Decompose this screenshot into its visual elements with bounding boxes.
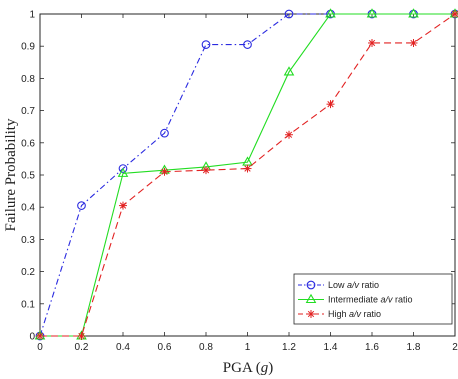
data-point [408, 8, 419, 18]
data-point [202, 166, 210, 175]
data-point [366, 8, 378, 18]
legend-label-suffix: ratio [361, 309, 381, 319]
asterisk-stroke [202, 167, 210, 174]
legend-label-prefix: Intermediate [328, 295, 381, 305]
asterisk-stroke [161, 168, 168, 175]
data-point [201, 40, 211, 49]
x-tick-label: 1.6 [365, 342, 379, 353]
data-point [118, 164, 128, 173]
legend-marker [307, 310, 315, 318]
series-layer [34, 8, 458, 341]
y-tick-label: 1 [29, 10, 35, 21]
y-tick-label: 0 [29, 332, 35, 343]
x-axis-title-variable: g [261, 360, 269, 376]
asterisk-stroke [451, 10, 458, 18]
y-tick-label: 0.1 [21, 299, 35, 310]
data-point [160, 167, 169, 176]
y-tick-label: 0.4 [21, 203, 35, 214]
y-tick-label: 0.8 [21, 74, 35, 85]
asterisk-stroke [36, 332, 44, 340]
legend-label: Low a/v ratio [328, 280, 379, 290]
legend-label-variable: a/v [349, 309, 362, 319]
data-point [368, 38, 376, 47]
asterisk-stroke [368, 39, 376, 47]
data-point [285, 130, 293, 139]
data-point [160, 128, 169, 138]
legend-label-prefix: High [328, 309, 349, 319]
legend-label-prefix: Low [328, 280, 347, 290]
x-tick-label: 0.6 [158, 342, 172, 353]
asterisk-stroke [285, 131, 293, 138]
data-point [409, 38, 418, 47]
x-tick-label: 0.8 [199, 342, 213, 353]
data-point [36, 332, 44, 340]
y-tick-label: 0.6 [21, 138, 35, 149]
y-tick-label: 0.5 [21, 171, 35, 182]
asterisk-stroke [78, 332, 85, 340]
data-point [325, 8, 336, 18]
legend-label: Intermediate a/v ratio [328, 295, 413, 305]
x-tick-label: 0 [37, 342, 43, 353]
legend-label-suffix: ratio [359, 280, 379, 290]
x-axis-title: PGA (g) [223, 360, 273, 376]
legend-label-variable: a/v [347, 280, 360, 290]
data-point [326, 100, 335, 109]
series-asterisk [36, 10, 458, 340]
asterisk-stroke [327, 101, 334, 108]
data-point [243, 40, 252, 49]
x-axis-title-prefix: PGA ( [223, 360, 261, 376]
data-point [283, 66, 295, 76]
data-point [77, 332, 86, 340]
x-tick-label: 1.8 [407, 342, 421, 353]
data-point [117, 167, 129, 177]
data-point [77, 201, 86, 210]
legend-label-variable: a/v [381, 295, 394, 305]
data-point [243, 164, 252, 173]
y-tick-label: 0.9 [21, 42, 35, 53]
legend-marker [305, 293, 317, 304]
asterisk-stroke [119, 202, 127, 209]
y-tick-label: 0.3 [21, 235, 35, 246]
data-point [284, 9, 294, 19]
x-axis-title-suffix: ) [268, 360, 273, 376]
x-tick-label: 2 [452, 342, 458, 353]
legend-marker [306, 280, 316, 290]
y-axis-title: Failure Probability [3, 118, 19, 231]
legend-label-suffix: ratio [393, 295, 413, 305]
data-point [451, 10, 458, 18]
y-tick-label: 0.2 [21, 267, 35, 278]
series-line [40, 13, 455, 337]
legend-label: High a/v ratio [328, 309, 381, 319]
asterisk-stroke [410, 39, 417, 47]
asterisk-stroke [307, 310, 315, 318]
x-tick-label: 0.2 [75, 342, 89, 353]
y-tick-label: 0.7 [21, 106, 35, 117]
data-point [119, 201, 127, 210]
x-tick-label: 1.4 [324, 342, 338, 353]
axis-ticks: 0 0.2 0.4 0.6 0.8 1 1.2 1.4 1.6 1.8 2 0 0.1 0.2 0.3 0.4… [21, 10, 458, 354]
x-tick-label: 0.4 [116, 342, 130, 353]
asterisk-stroke [244, 165, 251, 172]
x-tick-label: 1.2 [282, 342, 296, 353]
x-tick-label: 1 [245, 342, 251, 353]
